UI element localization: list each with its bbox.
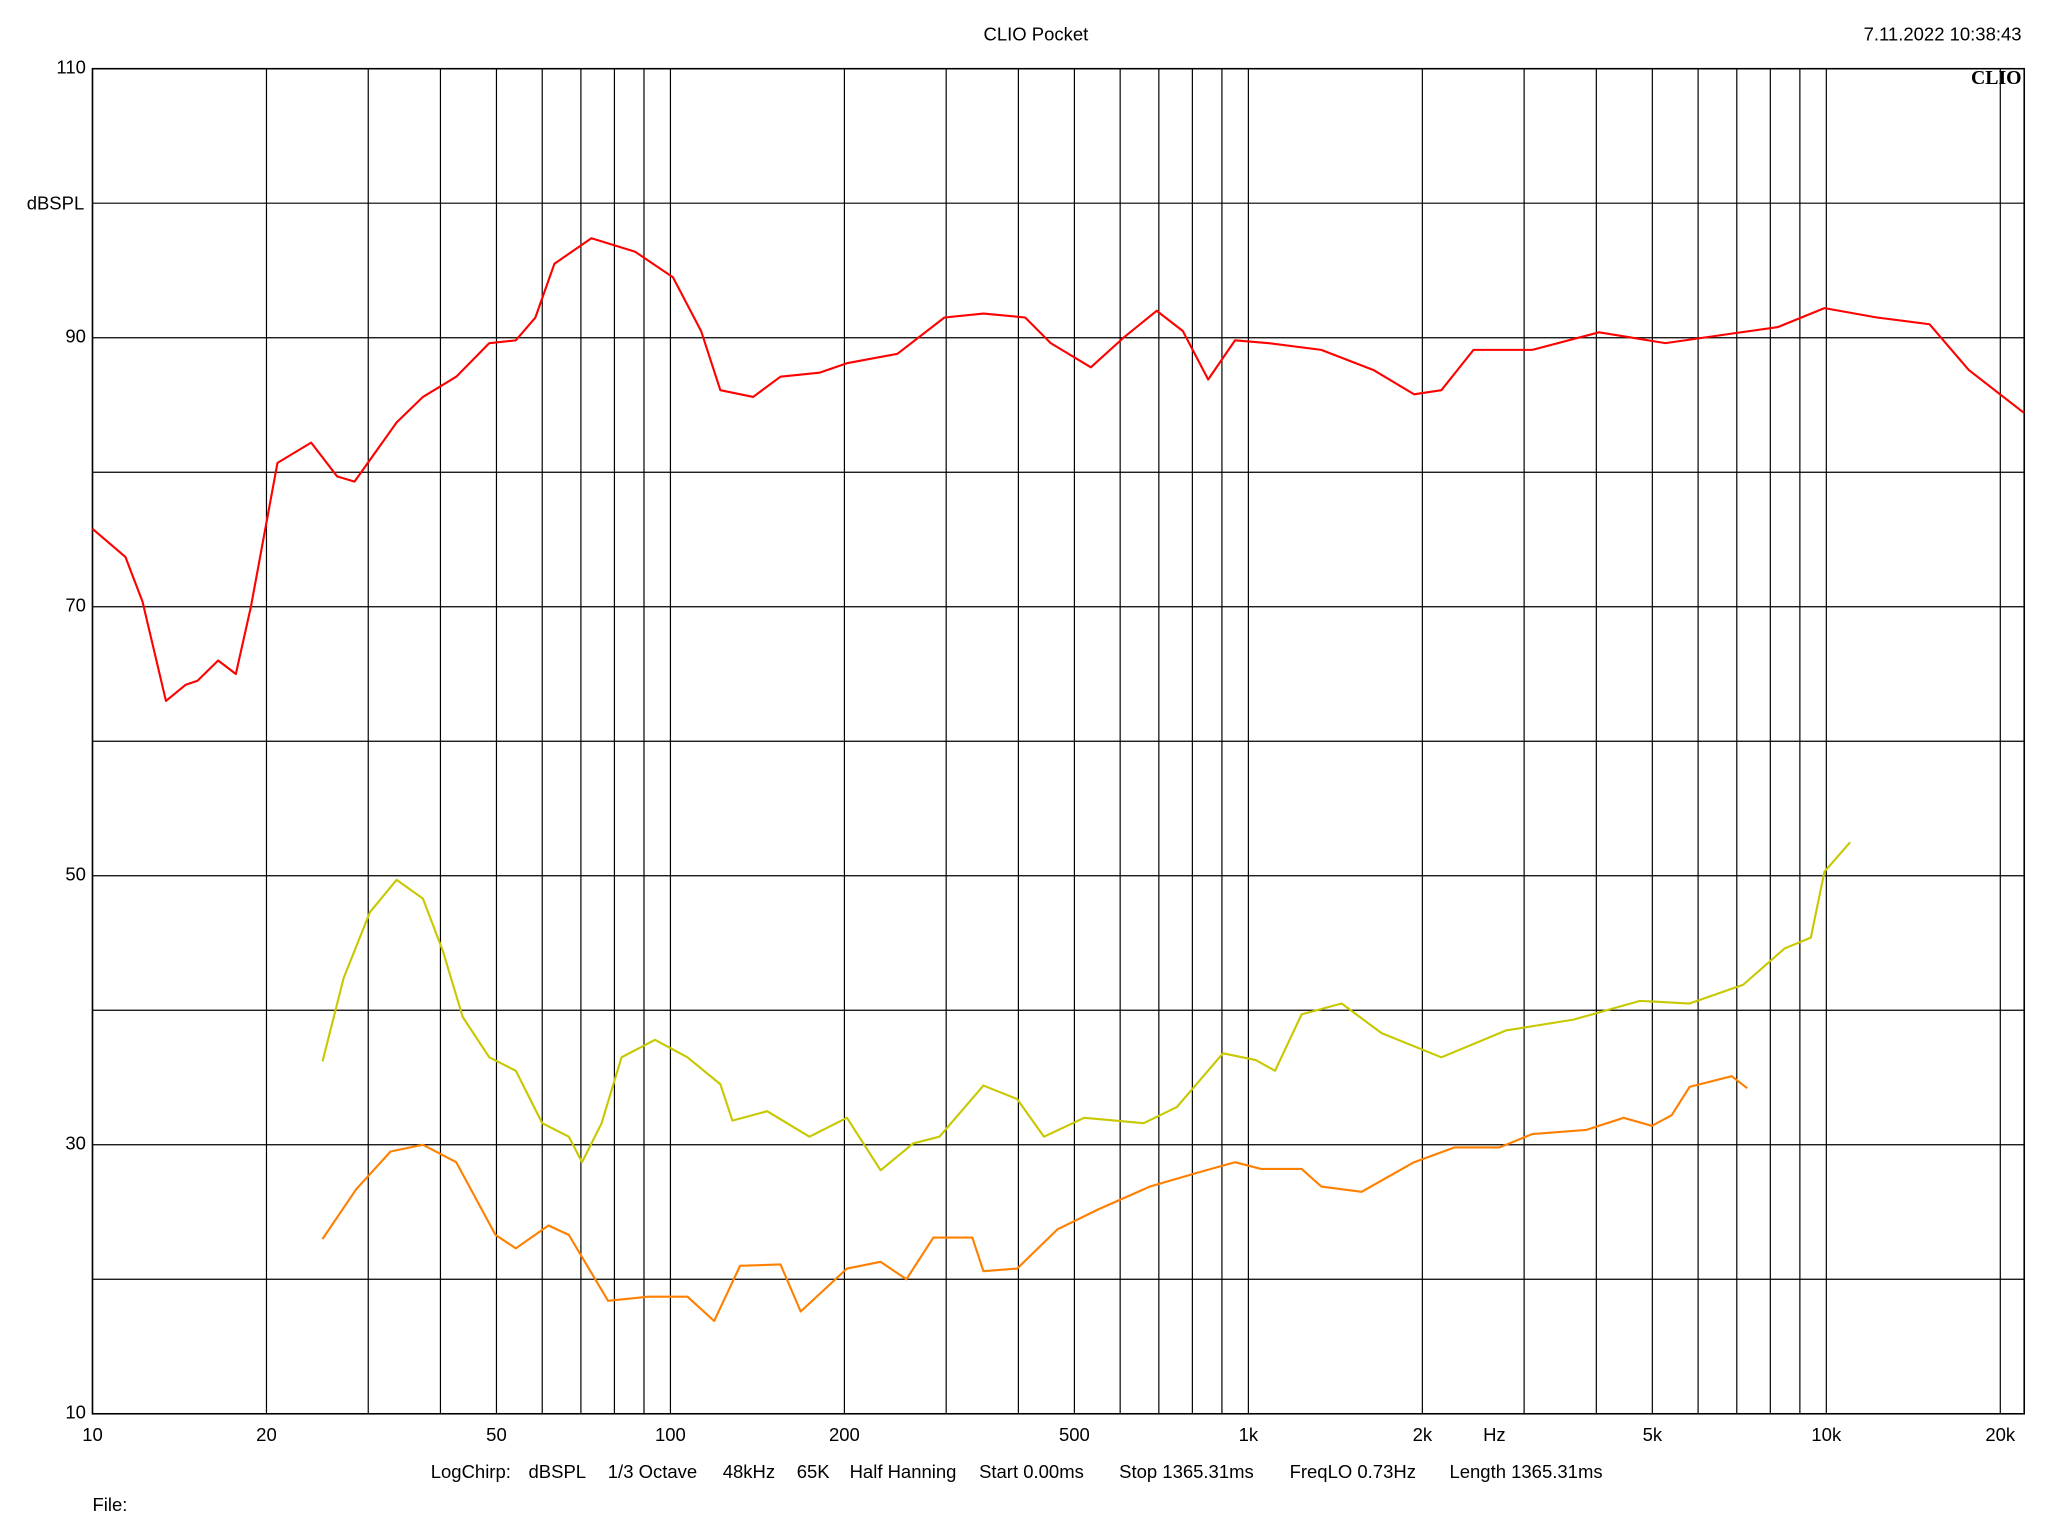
y-tick-label: 30 <box>65 1133 86 1154</box>
logo: CLIO <box>1971 67 2022 89</box>
footer-item: Stop 1365.31ms <box>1119 1461 1254 1482</box>
chart-title: CLIO Pocket <box>983 24 1088 45</box>
footer-item: LogChirp: <box>431 1461 511 1482</box>
x-tick-label: 10k <box>1811 1424 1842 1445</box>
timestamp: 7.11.2022 10:38:43 <box>1864 24 2022 45</box>
y-tick-label: 90 <box>65 326 86 347</box>
x-tick-label: 100 <box>655 1424 686 1445</box>
x-tick-label: 500 <box>1059 1424 1090 1445</box>
footer-item: 65K <box>797 1461 831 1482</box>
x-tick-label: 5k <box>1643 1424 1663 1445</box>
x-tick-label: 1k <box>1239 1424 1259 1445</box>
footer-item: FreqLO 0.73Hz <box>1290 1461 1416 1482</box>
x-tick-label: 200 <box>829 1424 860 1445</box>
footer-item: 1/3 Octave <box>608 1461 697 1482</box>
file-label: File: <box>92 1494 127 1515</box>
y-tick-label: 110 <box>56 57 85 78</box>
footer-item: Length 1365.31ms <box>1449 1461 1602 1482</box>
x-tick-label: 50 <box>486 1424 507 1445</box>
y-axis-label: dBSPL <box>27 193 85 214</box>
y-tick-label: 10 <box>65 1402 86 1423</box>
y-tick-label: 70 <box>65 595 86 616</box>
series-line <box>91 237 2025 703</box>
footer-item: dBSPL <box>529 1461 587 1482</box>
footer-item: Half Hanning <box>850 1461 957 1482</box>
x-tick-label: 2k <box>1413 1424 1433 1445</box>
footer-item: Start 0.00ms <box>979 1461 1084 1482</box>
plot-frame <box>91 67 2026 1415</box>
series-line <box>321 1075 1748 1323</box>
x-axis-label: Hz <box>1483 1424 1506 1445</box>
x-tick-label: 10 <box>82 1424 103 1445</box>
series-line <box>321 841 1851 1172</box>
y-tick-label: 50 <box>65 864 86 885</box>
x-tick-label: 20 <box>256 1424 277 1445</box>
footer-item: 48kHz <box>723 1461 775 1482</box>
x-tick-label: 20k <box>1985 1424 2016 1445</box>
